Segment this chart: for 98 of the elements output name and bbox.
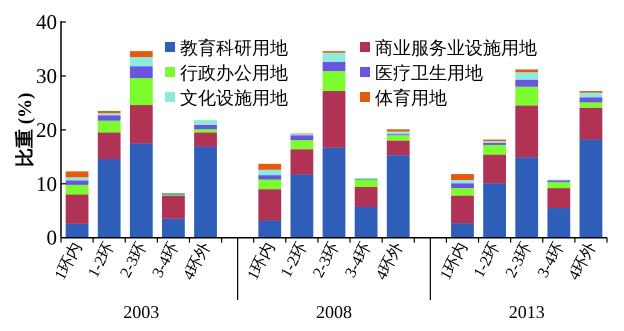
bar [451,174,474,180]
bar [386,131,410,134]
bar [258,189,282,220]
bar [258,220,282,238]
bar [483,144,506,155]
bar [515,86,538,106]
bar [547,188,570,208]
bar [290,140,314,150]
bar [322,91,346,148]
y-tick-label: 10 [36,172,57,196]
y-tick-label: 0 [46,226,57,250]
bar [515,72,538,80]
bar [354,179,378,188]
bar [66,184,88,195]
x-tick-label: 2-3环 [310,240,343,281]
y-axis-title: 比重 (%) [14,92,36,168]
bar [130,57,153,66]
bar [290,174,314,238]
bar [515,157,538,238]
bar [451,223,474,238]
x-tick-label: 1环内 [436,239,471,283]
legend-label: 行政办公用地 [180,63,288,83]
y-tick-label: 40 [36,10,57,34]
bar [258,164,282,170]
text: 2008 [316,302,352,322]
bar [258,170,282,176]
bar [66,180,88,185]
x-tick-label: 2-3环 [117,240,150,281]
bar [451,196,474,224]
legend-label: 商业服务业设施用地 [375,38,537,58]
bar [386,135,410,141]
bar [580,97,602,102]
x-tick-label: 1-2环 [470,240,504,281]
bar [354,187,378,207]
bar [290,149,314,175]
bar [451,188,474,196]
bar [322,148,346,238]
bar [66,177,88,181]
bar [580,108,602,140]
bar [98,158,121,238]
bar [162,218,185,238]
bar [258,175,282,180]
x-tick-label: 1-2环 [278,240,310,281]
bar [580,102,602,108]
bar [290,135,314,140]
legend-label: 教育科研用地 [180,38,288,58]
bar [194,129,217,133]
bar [66,224,88,238]
bar [194,132,217,147]
x-tick-label: 4环外 [372,240,407,283]
text: 2003 [123,302,160,322]
bar [515,80,538,87]
x-tick-label: 3-4环 [149,240,182,281]
bar [194,124,217,130]
bar [580,140,602,238]
bar [98,120,121,133]
bar [547,182,570,188]
bar [98,110,121,114]
bar [194,146,217,238]
bar [162,196,185,219]
bar [386,155,410,238]
bar [483,154,506,184]
x-tick-label: 1环内 [244,239,278,283]
bar [258,179,282,190]
bar [322,52,346,62]
x-tick-label: 2-3环 [502,240,536,281]
bar [547,208,570,238]
bar [483,183,506,238]
y-tick-label: 30 [36,64,57,88]
x-tick-label: 1-2环 [85,240,118,281]
legend-label: 医疗卫生用地 [375,63,483,83]
bar [451,180,474,184]
bar [66,171,88,178]
bar [515,69,538,72]
bar [515,106,538,158]
bar [66,194,88,224]
bar [130,66,153,78]
text: 2013 [508,302,545,322]
bar [322,62,346,72]
bar [451,183,474,188]
bar [386,140,410,156]
x-tick-label: 3-4环 [342,240,375,281]
bar [194,120,217,125]
x-tick-label: 3-4环 [534,240,568,281]
x-tick-label: 4环外 [566,240,600,283]
legend-label: 体育用地 [375,88,447,108]
bar [130,78,153,106]
bar [354,206,378,238]
bar [322,71,346,92]
bar [580,92,602,98]
legend-label: 文化设施用地 [180,88,288,108]
bar [130,143,153,238]
y-tick-label: 20 [36,118,57,142]
bar [98,132,121,159]
bar [130,51,153,58]
bar [130,105,153,144]
bar [98,115,121,121]
x-tick-label: 4环外 [180,240,214,283]
